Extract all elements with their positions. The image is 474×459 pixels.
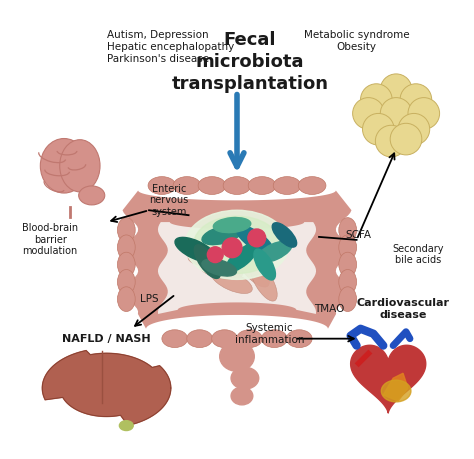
Circle shape: [380, 98, 412, 129]
Circle shape: [207, 247, 223, 263]
Ellipse shape: [193, 216, 281, 274]
Ellipse shape: [231, 367, 259, 389]
Ellipse shape: [262, 330, 287, 347]
Ellipse shape: [79, 186, 105, 205]
Ellipse shape: [188, 249, 233, 267]
Ellipse shape: [339, 252, 356, 277]
Polygon shape: [351, 345, 426, 413]
Ellipse shape: [250, 262, 277, 301]
Ellipse shape: [202, 225, 242, 245]
Ellipse shape: [257, 241, 292, 263]
Circle shape: [400, 84, 432, 115]
Ellipse shape: [339, 287, 356, 312]
Circle shape: [380, 74, 412, 106]
Ellipse shape: [118, 252, 135, 277]
Circle shape: [408, 98, 439, 129]
Ellipse shape: [339, 218, 356, 242]
Ellipse shape: [173, 177, 201, 195]
Ellipse shape: [118, 235, 135, 260]
Ellipse shape: [237, 252, 269, 287]
Ellipse shape: [118, 287, 135, 312]
Ellipse shape: [211, 269, 252, 293]
Ellipse shape: [298, 177, 326, 195]
Ellipse shape: [119, 420, 133, 431]
Circle shape: [222, 238, 242, 257]
Text: TMAO: TMAO: [314, 304, 344, 314]
Text: Enteric
nervous
system: Enteric nervous system: [149, 184, 189, 217]
Circle shape: [398, 113, 430, 145]
Ellipse shape: [381, 380, 411, 402]
Circle shape: [248, 229, 265, 247]
Ellipse shape: [187, 330, 212, 347]
Ellipse shape: [198, 177, 226, 195]
Text: Fecal
microbiota
transplantation: Fecal microbiota transplantation: [171, 31, 328, 93]
Text: NAFLD / NASH: NAFLD / NASH: [62, 334, 151, 344]
Ellipse shape: [118, 269, 135, 294]
Ellipse shape: [194, 245, 220, 279]
Ellipse shape: [118, 218, 135, 242]
Circle shape: [361, 84, 392, 115]
Ellipse shape: [339, 235, 356, 260]
Ellipse shape: [202, 259, 237, 276]
Polygon shape: [42, 351, 171, 425]
Ellipse shape: [248, 177, 276, 195]
Ellipse shape: [199, 260, 243, 280]
Ellipse shape: [286, 330, 312, 347]
Ellipse shape: [223, 177, 251, 195]
Ellipse shape: [231, 387, 253, 405]
Ellipse shape: [162, 330, 188, 347]
Ellipse shape: [339, 269, 356, 294]
Ellipse shape: [237, 330, 262, 347]
Text: Blood-brain
barrier
modulation: Blood-brain barrier modulation: [22, 223, 78, 257]
Ellipse shape: [254, 249, 275, 280]
Text: LPS: LPS: [140, 294, 158, 304]
Polygon shape: [122, 190, 352, 329]
Ellipse shape: [175, 237, 216, 262]
Ellipse shape: [185, 210, 289, 280]
Ellipse shape: [272, 223, 297, 247]
Ellipse shape: [226, 244, 258, 272]
Ellipse shape: [224, 243, 261, 273]
Text: Metabolic syndrome
Obesity: Metabolic syndrome Obesity: [304, 30, 410, 52]
Ellipse shape: [220, 341, 254, 371]
Ellipse shape: [60, 140, 100, 192]
Ellipse shape: [237, 226, 273, 254]
Ellipse shape: [212, 330, 237, 347]
Text: Secondary
bile acids: Secondary bile acids: [392, 244, 444, 265]
Text: Autism, Depression
Hepatic encephalopathy
Parkinson's disease: Autism, Depression Hepatic encephalopath…: [107, 30, 234, 64]
Text: Cardiovascular
disease: Cardiovascular disease: [356, 298, 449, 320]
Ellipse shape: [148, 177, 176, 195]
Circle shape: [375, 125, 407, 157]
Text: SCFA: SCFA: [346, 230, 372, 240]
Ellipse shape: [213, 218, 251, 233]
Ellipse shape: [273, 177, 301, 195]
Text: Systemic
inflammation: Systemic inflammation: [235, 323, 304, 345]
Polygon shape: [158, 222, 316, 314]
Ellipse shape: [40, 139, 88, 193]
Circle shape: [363, 113, 394, 145]
Circle shape: [353, 98, 384, 129]
Circle shape: [390, 123, 422, 155]
Polygon shape: [383, 373, 408, 401]
